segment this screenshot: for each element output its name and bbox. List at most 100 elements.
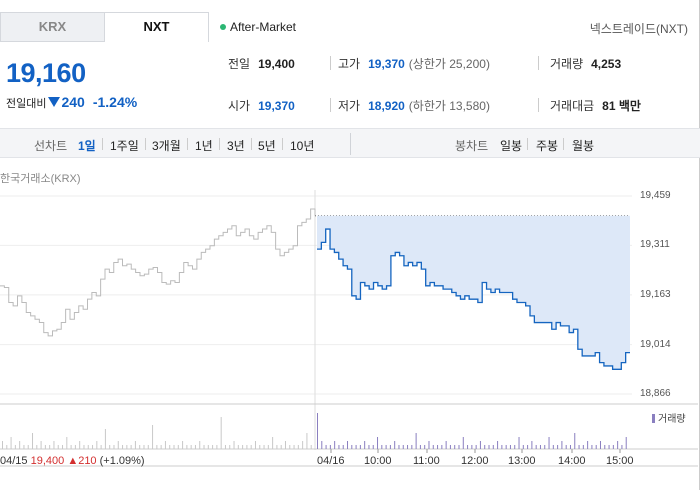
volume-bar-prev: [164, 441, 166, 449]
volume-bar-prev: [233, 441, 235, 449]
period-1d[interactable]: 1일: [78, 139, 96, 153]
period-5y[interactable]: 5년: [258, 139, 276, 153]
volume-bar-today: [479, 441, 481, 449]
volume-bar-prev: [156, 445, 158, 449]
series-line-today: [317, 228, 630, 370]
stat-low: 저가 18,920 (하한가 13,580): [338, 97, 490, 114]
period-10y[interactable]: 10년: [290, 139, 315, 153]
x-tick-label: 12:00: [461, 455, 489, 467]
volume-bar-today: [514, 445, 516, 449]
market-tabs: KRX NXT: [0, 12, 700, 42]
volume-bar-today: [552, 445, 554, 449]
divider: [538, 56, 539, 70]
volume-bar-prev: [250, 445, 252, 449]
volume-bar-today: [501, 445, 503, 449]
down-triangle-icon: [48, 97, 61, 107]
volume-bar-prev: [284, 441, 286, 449]
volume-bar-prev: [113, 445, 115, 449]
y-tick-label: 18,866: [640, 388, 671, 399]
volume-bar-today: [582, 445, 584, 449]
volume-bar-prev: [242, 445, 244, 449]
volume-bar-today: [604, 445, 606, 449]
volume-bar-today: [509, 445, 511, 449]
divider: [251, 138, 252, 150]
y-tick-label: 19,311: [640, 239, 670, 251]
current-price: 19,160: [6, 58, 86, 88]
volume-bar-today: [338, 445, 340, 449]
volume-legend: 거래량: [652, 410, 686, 425]
tab-krx[interactable]: KRX: [0, 12, 105, 42]
volume-bar-today: [441, 445, 443, 449]
volume-bar-prev: [267, 445, 269, 449]
volume-bar-today: [359, 445, 361, 449]
volume-bar-today: [424, 445, 426, 449]
volume-bar-prev: [14, 445, 16, 449]
volume-bar-prev: [83, 445, 85, 449]
volume-bar-prev: [96, 441, 98, 449]
stat-value: 4,253: [591, 57, 622, 71]
stat-limit: (하한가 13,580): [408, 99, 490, 113]
status-dot-icon: [220, 24, 226, 30]
volume-bar-prev: [177, 445, 179, 449]
change-percent: -1.24%: [92, 94, 138, 110]
volume-bar-prev: [79, 441, 81, 449]
stat-label: 거래량: [550, 57, 584, 71]
volume-bar-today: [321, 441, 323, 449]
volume-bar-prev: [160, 445, 162, 449]
divider: [527, 138, 528, 150]
divider: [187, 138, 188, 150]
candle-monthly[interactable]: 월봉: [572, 139, 595, 153]
volume-bar-today: [492, 445, 494, 449]
volume-bar-prev: [147, 445, 149, 449]
today-area: [317, 215, 630, 370]
volume-bar-today: [368, 445, 370, 449]
volume-bar-today: [561, 441, 563, 449]
stat-value: 19,400: [258, 57, 295, 71]
volume-bar-prev: [216, 445, 218, 449]
volume-bar-today: [484, 445, 486, 449]
volume-bar-prev: [289, 445, 291, 449]
period-1w[interactable]: 1주일: [110, 139, 139, 153]
volume-bar-today: [544, 445, 546, 449]
exchange-name: 넥스트레이드(NXT): [589, 22, 688, 36]
volume-bar-prev: [272, 437, 274, 449]
stat-turnover: 거래대금 81 백만: [550, 97, 641, 114]
candle-daily[interactable]: 일봉: [500, 139, 523, 153]
tab-nxt[interactable]: NXT: [104, 12, 209, 42]
divider: [330, 56, 331, 70]
volume-bar-prev: [143, 445, 145, 449]
volume-bar-prev: [44, 445, 46, 449]
volume-bar-prev: [36, 445, 38, 449]
stat-label: 고가: [338, 57, 361, 71]
volume-bar-prev: [203, 445, 205, 449]
change-label: 전일대비: [6, 98, 47, 110]
volume-bar-prev: [6, 445, 8, 449]
prev-close: 19,400: [30, 455, 65, 467]
volume-bar-today: [557, 445, 559, 449]
period-1y[interactable]: 1년: [195, 139, 213, 153]
period-3y[interactable]: 3년: [227, 139, 245, 153]
prev-day-info: 04/15 19,400 ▲210 (+1.09%): [0, 455, 145, 467]
x-tick-label: 15:00: [606, 455, 634, 467]
stat-label: 전일: [228, 57, 251, 71]
volume-bar-today: [402, 445, 404, 449]
stat-value: 18,920: [368, 99, 405, 113]
volume-bar-prev: [293, 445, 295, 449]
stat-high: 고가 19,370 (상한가 25,200): [338, 55, 490, 72]
volume-bar-today: [527, 445, 529, 449]
volume-bar-today: [329, 445, 331, 449]
candle-weekly[interactable]: 주봉: [536, 139, 559, 153]
volume-bar-prev: [173, 445, 175, 449]
volume-bar-today: [394, 441, 396, 449]
period-3m[interactable]: 3개월: [152, 139, 181, 153]
volume-bar-today: [505, 445, 507, 449]
volume-bar-today: [621, 445, 623, 449]
volume-bar-prev: [246, 445, 248, 449]
price-change: 전일대비 240 -1.24%: [6, 94, 137, 111]
volume-bar-today: [458, 445, 460, 449]
volume-bar-today: [342, 445, 344, 449]
stat-open: 시가 19,370: [228, 97, 295, 114]
divider: [330, 98, 331, 112]
volume-bar-today: [535, 445, 537, 449]
